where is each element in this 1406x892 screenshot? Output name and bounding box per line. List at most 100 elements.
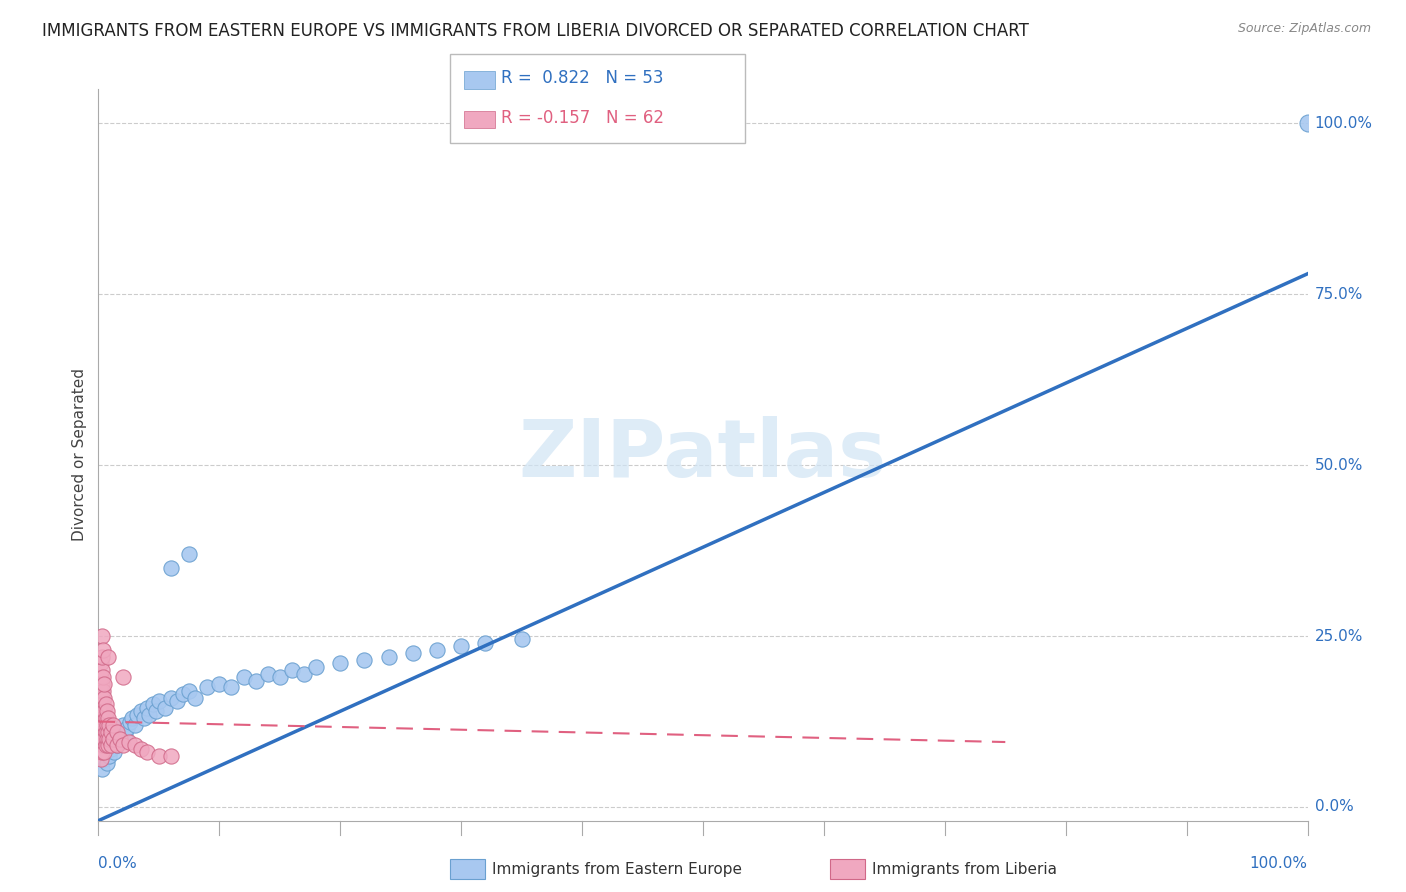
Point <box>91 745 114 759</box>
Point <box>103 745 125 759</box>
Point <box>208 677 231 691</box>
Point <box>510 632 533 647</box>
Point <box>90 683 112 698</box>
Point <box>89 745 111 759</box>
Point <box>111 739 134 753</box>
Point <box>127 707 149 722</box>
Point <box>91 683 114 698</box>
Point <box>94 724 117 739</box>
Point <box>135 745 157 759</box>
Point <box>100 724 122 739</box>
Point <box>90 698 112 712</box>
Point <box>114 728 136 742</box>
Point <box>177 683 201 698</box>
Point <box>98 718 121 732</box>
Point <box>91 704 114 718</box>
Point <box>93 718 115 732</box>
Point <box>89 704 111 718</box>
Text: 75.0%: 75.0% <box>1315 286 1362 301</box>
Point <box>124 718 146 732</box>
Point <box>97 724 120 739</box>
Point <box>105 739 128 753</box>
Point <box>108 731 131 746</box>
Point <box>93 704 115 718</box>
Text: 25.0%: 25.0% <box>1315 629 1362 643</box>
Point <box>96 704 118 718</box>
Point <box>145 704 167 718</box>
Point <box>256 666 278 681</box>
Point <box>90 752 112 766</box>
Point <box>100 739 122 753</box>
Point <box>111 670 134 684</box>
Point <box>93 745 115 759</box>
Point <box>101 731 124 746</box>
Point <box>98 748 121 763</box>
Point <box>111 718 134 732</box>
Point <box>329 657 352 671</box>
Point <box>97 739 120 753</box>
Point <box>353 653 375 667</box>
Point <box>305 660 328 674</box>
Point <box>292 666 315 681</box>
Point <box>90 739 112 753</box>
Point <box>269 670 291 684</box>
Point <box>118 735 141 749</box>
Point <box>96 731 118 746</box>
Point <box>91 711 114 725</box>
Point <box>91 629 114 643</box>
Point <box>101 718 124 732</box>
Point <box>142 698 165 712</box>
Point <box>90 724 112 739</box>
Point <box>402 646 425 660</box>
Point <box>121 711 143 725</box>
Point <box>118 714 141 729</box>
Point <box>96 718 118 732</box>
Text: Immigrants from Liberia: Immigrants from Liberia <box>872 863 1057 877</box>
Point <box>450 640 472 654</box>
Y-axis label: Divorced or Separated: Divorced or Separated <box>72 368 87 541</box>
Point <box>148 694 170 708</box>
Point <box>160 748 183 763</box>
Point <box>129 704 152 718</box>
Point <box>91 718 114 732</box>
Point <box>148 748 170 763</box>
Point <box>91 642 114 657</box>
Point <box>91 763 114 777</box>
Point <box>93 752 115 766</box>
Text: 100.0%: 100.0% <box>1250 856 1308 871</box>
Point <box>134 711 156 725</box>
Point <box>107 724 129 739</box>
Point <box>91 677 114 691</box>
Point <box>91 670 114 684</box>
Point <box>97 739 120 753</box>
Point <box>94 745 117 759</box>
Text: 0.0%: 0.0% <box>1315 799 1354 814</box>
Point <box>96 756 118 770</box>
Point <box>90 711 112 725</box>
Point <box>101 735 124 749</box>
Point <box>129 742 152 756</box>
Point <box>94 698 117 712</box>
Text: ZIPatlas: ZIPatlas <box>519 416 887 494</box>
Point <box>474 636 496 650</box>
Point <box>117 722 139 736</box>
Point <box>94 711 117 725</box>
Text: IMMIGRANTS FROM EASTERN EUROPE VS IMMIGRANTS FROM LIBERIA DIVORCED OR SEPARATED : IMMIGRANTS FROM EASTERN EUROPE VS IMMIGR… <box>42 22 1029 40</box>
Point <box>93 690 115 705</box>
Point <box>90 670 112 684</box>
Point <box>97 649 120 664</box>
Point <box>105 724 128 739</box>
Point <box>91 698 114 712</box>
Point <box>426 642 449 657</box>
Text: Source: ZipAtlas.com: Source: ZipAtlas.com <box>1237 22 1371 36</box>
Point <box>177 547 201 561</box>
Point <box>245 673 267 688</box>
Point <box>89 718 111 732</box>
Point <box>138 707 160 722</box>
Point <box>184 690 207 705</box>
Point <box>281 663 304 677</box>
Point <box>93 731 115 746</box>
Point <box>108 731 131 746</box>
Text: R = -0.157   N = 62: R = -0.157 N = 62 <box>501 109 664 127</box>
Point <box>195 681 218 695</box>
